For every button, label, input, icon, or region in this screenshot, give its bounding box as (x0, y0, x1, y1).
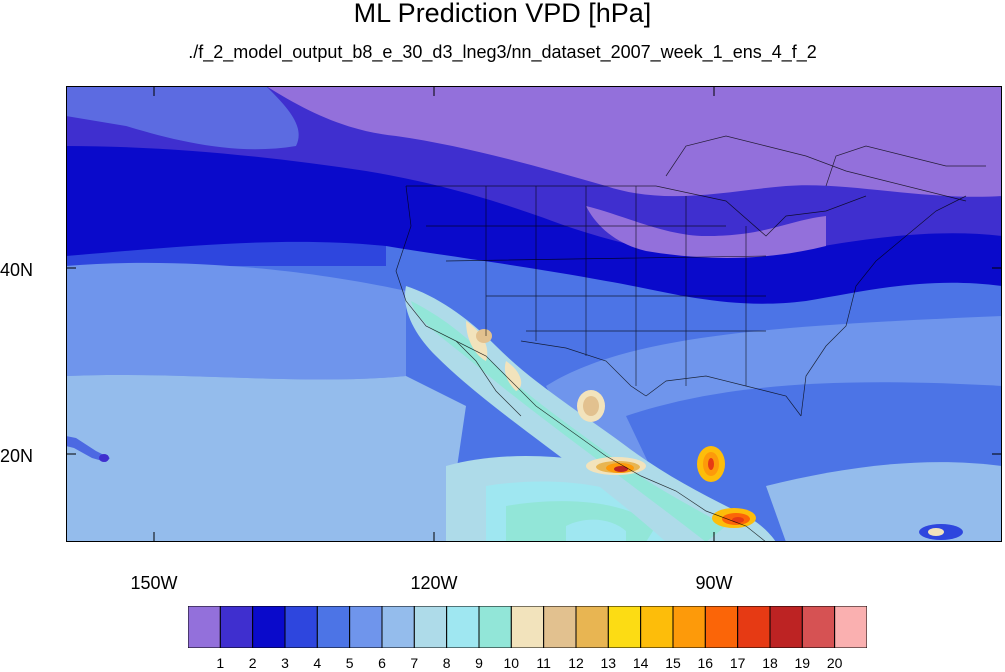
colorbar (187, 605, 868, 649)
lat-label-20n: 20N (0, 446, 34, 466)
colorbar-swatch (704, 605, 739, 649)
colorbar-tick-label: 19 (794, 655, 811, 671)
colorbar-tick-label: 20 (826, 655, 843, 671)
colorbar-tick-label: 9 (475, 655, 483, 671)
colorbar-swatch (252, 605, 286, 649)
colorbar-tick-label: 15 (665, 655, 681, 671)
colorbar-swatch (478, 605, 512, 649)
colorbar-swatch (413, 605, 448, 649)
colorbar-tick-label: 17 (729, 655, 746, 671)
colorbar-swatch (446, 605, 480, 649)
colorbar-tick-label: 6 (378, 655, 386, 671)
colorbar-swatch (510, 605, 545, 649)
colorbar-swatch (349, 605, 383, 649)
colorbar-swatch (284, 605, 318, 649)
colorbar-tick-label: 7 (410, 655, 419, 671)
colorbar-tick-label: 11 (536, 655, 551, 671)
colorbar-swatch (834, 605, 868, 649)
colorbar-tick-label: 13 (600, 655, 617, 671)
map-subtitle: ./f_2_model_output_b8_e_30_d3_lneg3/nn_d… (188, 42, 817, 62)
vpd-map-graphic (66, 86, 1002, 542)
colorbar-swatch (187, 605, 221, 649)
colorbar-tick-label: 5 (345, 655, 354, 671)
colorbar-tick-label: 3 (281, 655, 289, 671)
colorbar-swatch (640, 605, 674, 649)
colorbar-swatch (672, 605, 706, 649)
colorbar-swatch (801, 605, 836, 649)
colorbar-tick-label: 10 (503, 655, 520, 671)
colorbar-swatch (543, 605, 577, 649)
map-title: ML Prediction VPD [hPa] (353, 0, 652, 28)
colorbar-tick-label: 12 (568, 655, 584, 671)
colorbar-tick-label: 8 (442, 655, 451, 671)
colorbar-swatch (769, 605, 803, 649)
lat-label-40n: 40N (0, 260, 34, 280)
colorbar-graphic (187, 605, 868, 649)
colorbar-swatch (607, 605, 642, 649)
colorbar-tick-label: 16 (697, 655, 714, 671)
colorbar-tick-label: 18 (762, 655, 778, 671)
colorbar-tick-label: 1 (216, 655, 225, 671)
colorbar-swatch (219, 605, 254, 649)
vpd-map (66, 86, 1002, 542)
colorbar-swatch (381, 605, 415, 649)
colorbar-tick-label: 14 (632, 655, 649, 671)
colorbar-swatch (737, 605, 771, 649)
colorbar-tick-label: 4 (313, 655, 322, 671)
colorbar-tick-label: 2 (248, 655, 257, 671)
colorbar-swatch (575, 605, 609, 649)
colorbar-swatch (316, 605, 351, 649)
lon-label-120w: 120W (410, 573, 458, 593)
lon-label-90w: 90W (695, 573, 733, 593)
lon-label-150w: 150W (130, 573, 178, 593)
